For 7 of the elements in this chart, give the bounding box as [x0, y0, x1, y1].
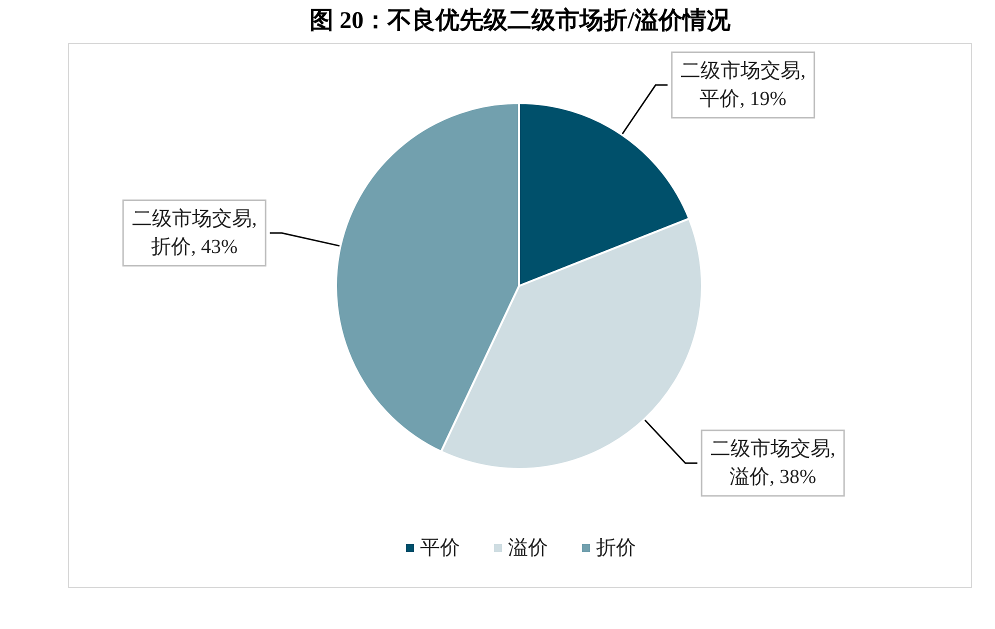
- data-label: 二级市场交易, 溢价, 38%: [710, 438, 836, 488]
- data-label: 二级市场交易, 平价, 19%: [680, 60, 806, 110]
- data-label: 二级市场交易, 折价, 43%: [132, 208, 257, 258]
- legend-label: 平价: [420, 537, 460, 559]
- legend-label: 溢价: [508, 537, 548, 559]
- legend-label: 折价: [596, 537, 636, 559]
- chart-title: 图 20：不良优先级二级市场折/溢价情况: [308, 6, 732, 36]
